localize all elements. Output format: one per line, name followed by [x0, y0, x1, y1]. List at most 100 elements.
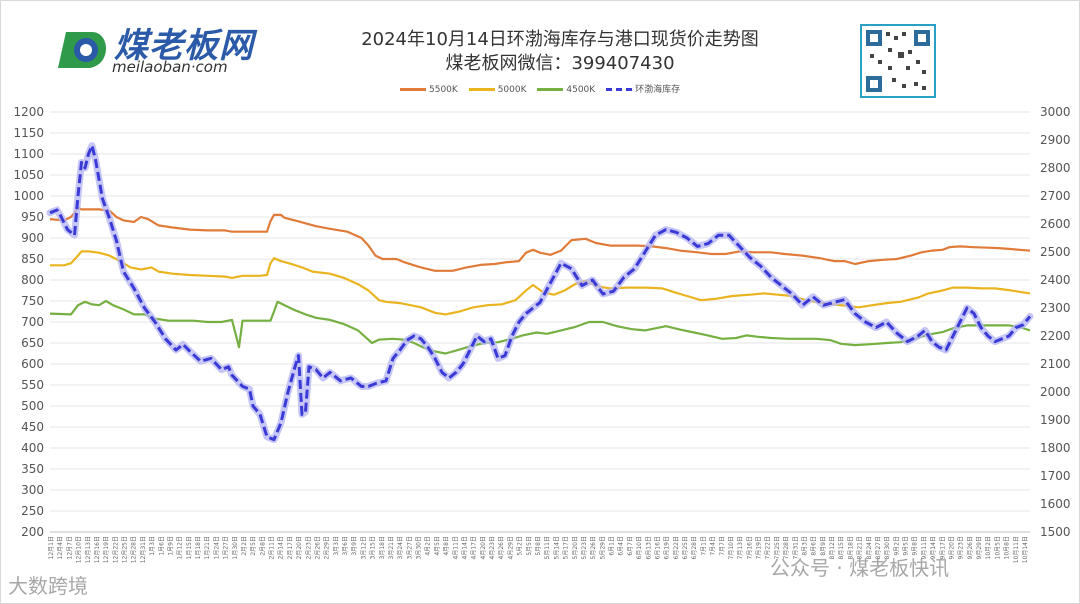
x-tick-label: 12月4日	[57, 536, 64, 559]
legend-item-5000k: 5000K	[468, 85, 527, 95]
x-tick-label: 10月8日	[1004, 536, 1011, 559]
x-tick-label: 12月13日	[85, 536, 92, 563]
x-tick-label: 7月13日	[737, 536, 744, 559]
y-right-tick-label: 2700	[1040, 189, 1071, 203]
watermark-right: 公众号 · 煤老板快讯	[770, 556, 950, 580]
x-tick-label: 3月15日	[370, 536, 377, 559]
x-tick-label: 6月7日	[627, 536, 634, 556]
y-left-tick-label: 250	[21, 504, 44, 518]
x-tick-label: 4月8日	[443, 536, 450, 556]
x-tick-label: 3月18日	[379, 536, 386, 559]
x-tick-label: 6月19日	[664, 536, 671, 559]
y-left-tick-label: 800	[21, 273, 44, 287]
x-tick-label: 9月29日	[976, 536, 983, 559]
y-right-tick-label: 2800	[1040, 161, 1071, 175]
x-tick-label: 4月20日	[480, 536, 487, 559]
y-right-tick-label: 2600	[1040, 217, 1071, 231]
x-tick-label: 5月2日	[517, 536, 524, 556]
y-left-tick-label: 750	[21, 294, 44, 308]
series-line-5500k	[49, 206, 1031, 272]
y-left-tick-label: 400	[21, 441, 44, 455]
title-line-1: 2024年10月14日环渤海库存与港口现货价走势图	[361, 29, 759, 50]
x-tick-label: 8月3日	[802, 536, 809, 556]
x-tick-label: 12月1日	[48, 536, 55, 559]
series-line-inventory	[49, 144, 1032, 442]
x-tick-label: 3月12日	[360, 536, 367, 559]
legend-item-inventory: 环渤海库存	[606, 85, 680, 95]
x-tick-label: 5月26日	[590, 536, 597, 559]
x-tick-label: 2月26日	[315, 536, 322, 559]
x-tick-label: 5月29日	[599, 536, 606, 559]
x-tick-label: 12月19日	[103, 536, 110, 563]
y-left-tick-label: 700	[21, 315, 44, 329]
y-left-tick-label: 900	[21, 231, 44, 245]
y-right-tick-label: 1600	[1040, 497, 1071, 511]
x-tick-label: 4月11日	[452, 536, 459, 559]
x-tick-label: 5月11日	[544, 536, 551, 559]
x-tick-label: 2月5日	[250, 536, 257, 556]
x-tick-label: 2月20日	[296, 536, 303, 559]
x-tick-label: 4月14日	[462, 536, 469, 559]
y-left-tick-label: 850	[21, 252, 44, 266]
series-glow-inventory	[46, 142, 1034, 444]
x-tick-label: 5月20日	[572, 536, 579, 559]
x-tick-label: 12月28日	[131, 536, 138, 563]
series-line-4500k	[49, 299, 1031, 355]
x-tick-label: 10月5日	[994, 536, 1001, 559]
y-left-tick-label: 550	[21, 378, 44, 392]
brand-logo: 煤老板网 meilaoban·com	[52, 24, 302, 76]
y-right-tick-label: 2400	[1040, 273, 1071, 287]
x-tick-label: 7月31日	[792, 536, 799, 559]
x-tick-label: 4月2日	[425, 536, 432, 556]
x-tick-label: 5月14日	[553, 536, 560, 559]
y-right-tick-label: 2200	[1040, 329, 1071, 343]
y-right-tick-label: 1700	[1040, 469, 1071, 483]
x-tick-label: 12月31日	[140, 536, 147, 563]
y-right-tick-label: 1900	[1040, 413, 1071, 427]
x-tick-label: 7月25日	[774, 536, 781, 559]
x-tick-label: 2月17日	[287, 536, 294, 559]
x-tick-label: 1月21日	[204, 536, 211, 559]
qr-code-icon	[860, 24, 936, 98]
y-left-tick-label: 650	[21, 336, 44, 350]
x-tick-label: 7月4日	[710, 536, 717, 556]
y-left-tick-label: 200	[21, 525, 44, 539]
y-right-tick-label: 3000	[1040, 105, 1071, 119]
x-tick-label: 10月2日	[985, 536, 992, 559]
x-tick-label: 3月30日	[416, 536, 423, 559]
legend-item-5500k: 5500K	[400, 85, 458, 95]
x-tick-label: 4月5日	[434, 536, 441, 556]
x-tick-label: 2月11日	[269, 536, 276, 559]
x-tick-label: 7月1日	[700, 536, 707, 556]
x-tick-label: 1月27日	[223, 536, 230, 559]
x-tick-label: 6月22日	[673, 536, 680, 559]
y-left-tick-label: 300	[21, 483, 44, 497]
y-left-tick-label: 1050	[13, 168, 44, 182]
x-tick-label: 12月10日	[76, 536, 83, 563]
x-tick-label: 10月11日	[1013, 536, 1020, 563]
x-tick-label: 1月30日	[232, 536, 239, 559]
y-left-tick-label: 1200	[13, 105, 44, 119]
y-left-tick-label: 1150	[13, 126, 44, 140]
x-tick-label: 8月27日	[875, 536, 882, 559]
x-tick-label: 6月13日	[645, 536, 652, 559]
x-tick-label: 6月28日	[691, 536, 698, 559]
x-tick-label: 5月8日	[535, 536, 542, 556]
x-tick-label: 1月24日	[213, 536, 220, 559]
y-left-tick-label: 500	[21, 399, 44, 413]
x-tick-label: 12月16日	[94, 536, 101, 563]
x-tick-label: 7月10日	[728, 536, 735, 559]
x-tick-label: 8月9日	[820, 536, 827, 556]
x-tick-label: 1月9日	[168, 536, 175, 556]
x-tick-label: 9月11日	[921, 536, 928, 559]
logo-site: meilaoban·com	[112, 58, 228, 76]
x-tick-label: 1月3日	[149, 536, 156, 556]
logo-name: 煤老板网	[114, 26, 254, 66]
x-tick-label: 6月10日	[636, 536, 643, 559]
y-left-tick-label: 1100	[13, 147, 44, 161]
x-tick-label: 4月26日	[498, 536, 505, 559]
x-tick-label: 9月20日	[949, 536, 956, 559]
x-tick-label: 3月24日	[397, 536, 404, 559]
x-tick-label: 10月14日	[1022, 536, 1029, 563]
